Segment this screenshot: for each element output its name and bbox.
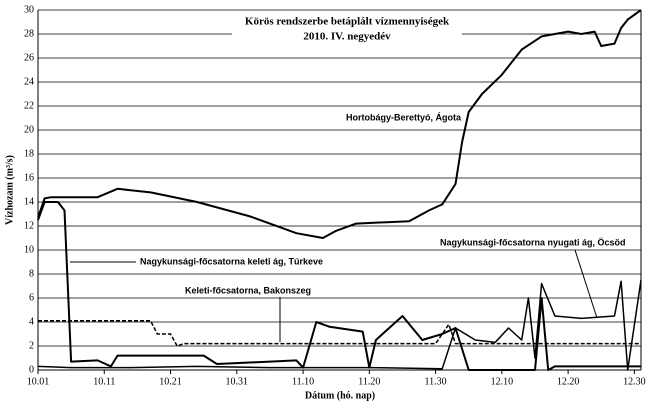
leader-line — [574, 249, 598, 319]
x-tick-label: 12.30 — [623, 376, 646, 387]
x-axis-label: Dátum (hó. nap) — [305, 390, 375, 401]
series-line — [37, 279, 642, 371]
y-tick-label: 0 — [29, 364, 34, 375]
series-line — [38, 320, 641, 347]
y-tick-label: 10 — [24, 244, 34, 255]
y-tick-label: 28 — [24, 28, 34, 39]
y-tick-label: 12 — [24, 220, 34, 231]
annotation-bg — [438, 236, 628, 249]
y-tick-label: 4 — [29, 316, 34, 327]
y-tick-label: 14 — [24, 196, 34, 207]
annotation-bg — [183, 284, 314, 297]
series-line — [37, 9, 642, 239]
y-tick-label: 18 — [24, 148, 34, 159]
title-box — [232, 12, 462, 46]
series-annotation: Nagykunsági-főcsatorna nyugati ág, Öcsöd — [440, 237, 626, 247]
x-tick-label: 10.31 — [226, 376, 249, 387]
x-tick-label: 11.10 — [292, 376, 314, 387]
series-annotation: Nagykunsági-főcsatorna keleti ág, Túrkev… — [140, 256, 323, 266]
series-line — [37, 201, 641, 371]
x-tick-label: 10.01 — [27, 376, 50, 387]
x-tick-label: 12.20 — [557, 376, 580, 387]
x-tick-label: 10.11 — [93, 376, 115, 387]
series-annotation: Hortobágy-Berettyó, Ágota — [346, 112, 462, 122]
y-tick-label: 22 — [24, 100, 34, 111]
series-annotation: Keleti-főcsatorna, Bakonszeg — [185, 285, 311, 295]
x-tick-label: 12.10 — [491, 376, 514, 387]
y-tick-label: 26 — [24, 52, 34, 63]
y-axis-label: Vízhozam (m³/s) — [4, 155, 15, 225]
y-tick-label: 30 — [24, 4, 34, 15]
y-tick-label: 20 — [24, 124, 34, 135]
x-tick-label: 11.20 — [358, 376, 380, 387]
y-tick-label: 24 — [24, 76, 34, 87]
y-tick-label: 8 — [29, 268, 34, 279]
x-tick-label: 11.30 — [425, 376, 447, 387]
y-tick-label: 2 — [29, 340, 34, 351]
x-tick-label: 10.21 — [159, 376, 182, 387]
y-tick-label: 6 — [29, 292, 34, 303]
chart-subtitle: 2010. IV. negyedév — [303, 31, 391, 43]
y-tick-label: 16 — [24, 172, 34, 183]
annotation-bg — [344, 111, 464, 124]
annotation-bg — [138, 255, 326, 268]
chart-title: Körös rendszerbe betáplált vízmennyisége… — [245, 16, 450, 28]
